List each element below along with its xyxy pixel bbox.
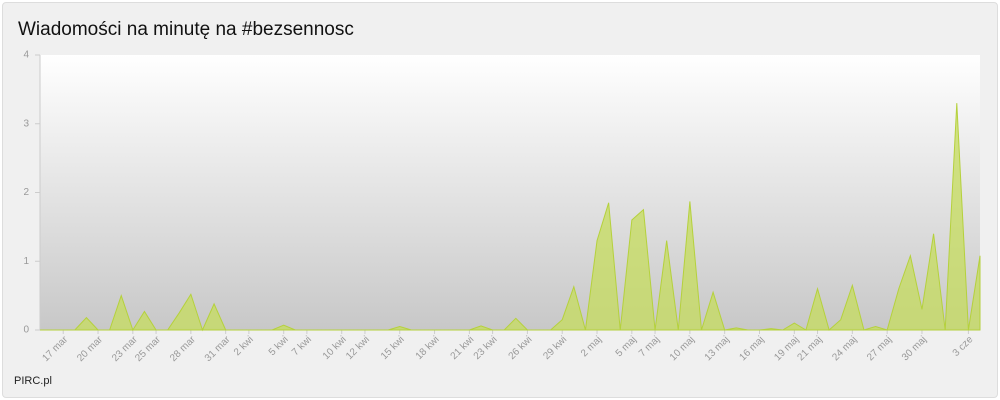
x-tick-label: 16 maj xyxy=(737,334,766,363)
x-tick-label: 21 kwi xyxy=(449,334,477,362)
x-tick-label: 5 maj xyxy=(614,334,639,359)
source: PIRC.pl xyxy=(14,375,52,387)
x-tick-label: 25 mar xyxy=(133,334,163,364)
x-tick-label: 18 kwi xyxy=(414,334,442,362)
x-tick-label: 31 mar xyxy=(203,334,233,364)
y-tick-label: 1 xyxy=(23,256,29,267)
y-tick-label: 0 xyxy=(23,325,29,336)
x-tick-label: 28 mar xyxy=(168,334,198,364)
x-tick-label: 5 kwi xyxy=(267,334,291,358)
area xyxy=(40,103,981,332)
x-tick-label: 23 kwi xyxy=(472,334,500,362)
x-tick-label: 2 maj xyxy=(579,334,604,359)
x-tick-label: 20 mar xyxy=(75,334,105,364)
x-tick-label: 7 maj xyxy=(637,334,662,359)
y-tick-label: 3 xyxy=(23,118,29,129)
chart-title: Wiadomości na minutę na #bezsennosc xyxy=(18,19,354,40)
x-tick-label: 15 kwi xyxy=(379,334,407,362)
x-tick-label: 12 kwi xyxy=(344,334,372,362)
x-tick-label: 29 kwi xyxy=(541,334,569,362)
x-tick-label: 13 maj xyxy=(703,334,732,363)
y-tick-label: 4 xyxy=(23,50,29,61)
plot-background xyxy=(40,55,980,330)
x-tick-label: 10 maj xyxy=(668,334,697,363)
x-tick-label: 7 kwi xyxy=(290,334,314,358)
x-tick-label: 30 maj xyxy=(900,334,929,363)
x-tick-label: 21 maj xyxy=(796,334,825,363)
x-tick-label: 3 cze xyxy=(951,334,976,359)
x-tick-label: 24 maj xyxy=(830,334,859,363)
y-tick-label: 2 xyxy=(23,187,29,198)
x-tick-label: 17 mar xyxy=(40,334,70,364)
x-tick-label: 2 kwi xyxy=(232,334,256,358)
x-tick-label: 27 maj xyxy=(865,334,894,363)
x-tick-label: 26 kwi xyxy=(507,334,535,362)
x-tick-label: 10 kwi xyxy=(321,334,349,362)
x-tick-label: 19 maj xyxy=(772,334,801,363)
